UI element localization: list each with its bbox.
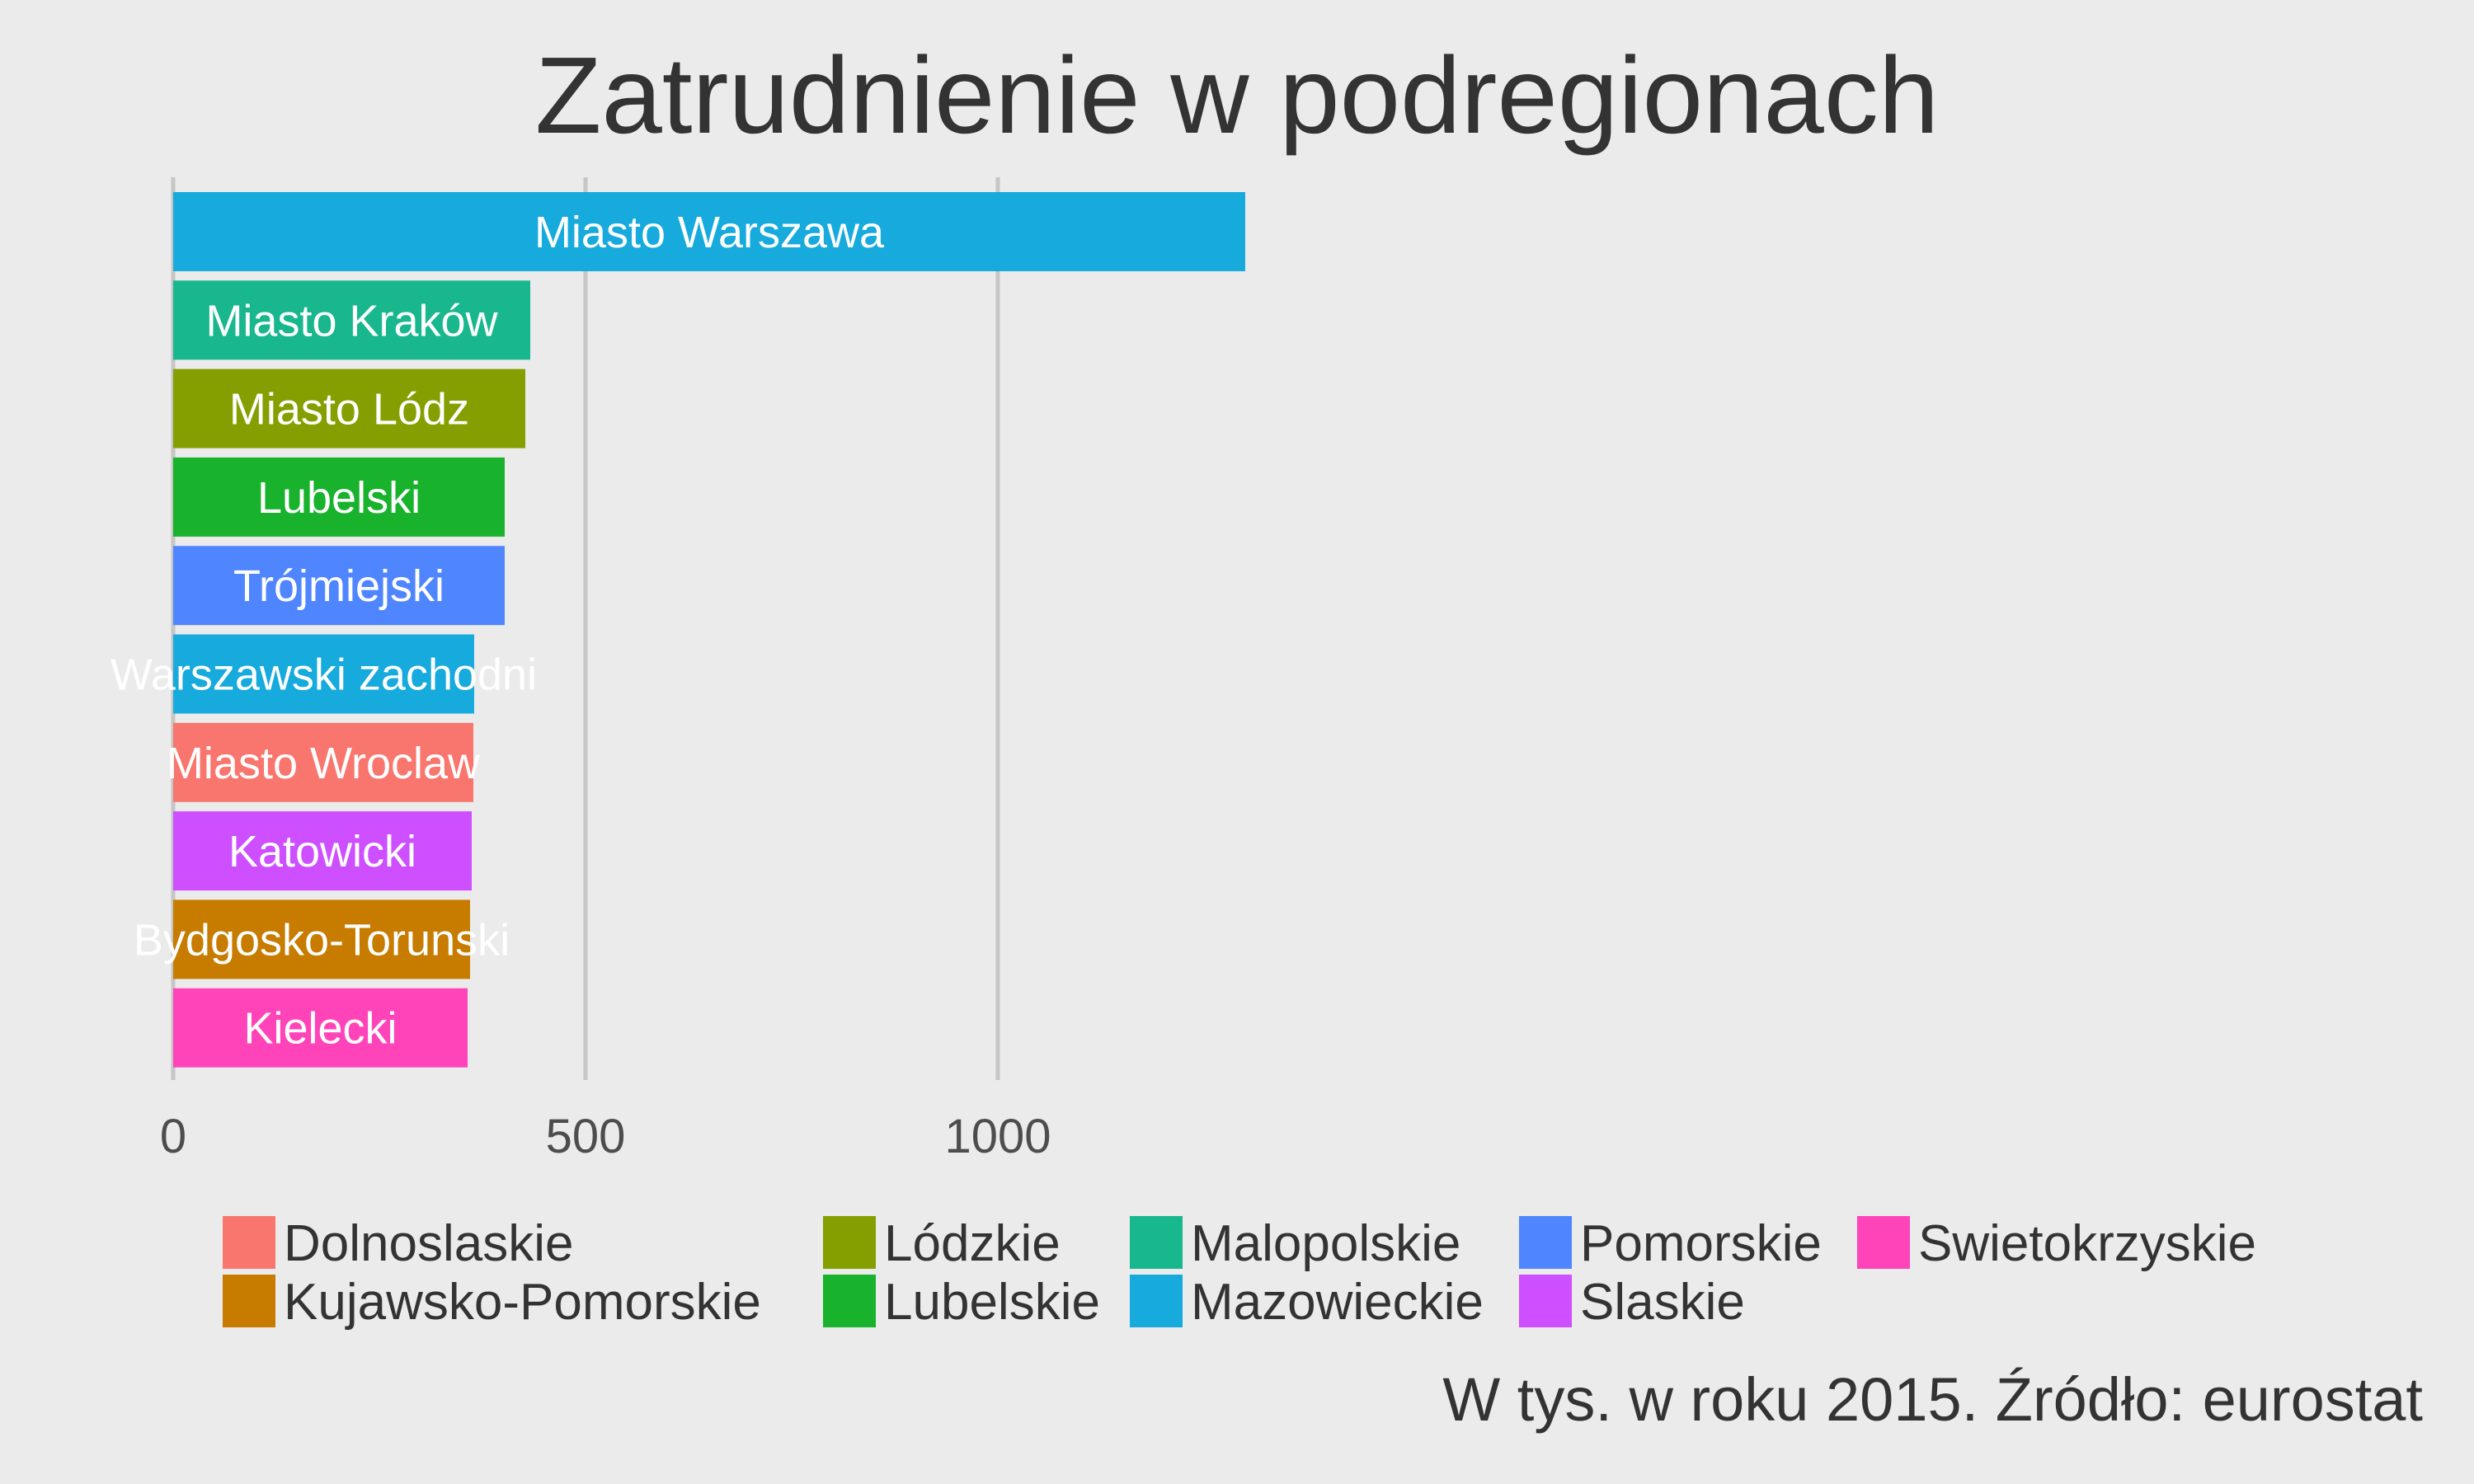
legend-swatch [823, 1275, 876, 1327]
bar-label: Katowicki [228, 827, 416, 876]
legend-label: Lódzkie [884, 1215, 1061, 1272]
legend-swatch [1130, 1216, 1183, 1269]
legend-label: Mazowieckie [1191, 1274, 1484, 1331]
bar-label: Warszawski zachodni [111, 650, 537, 700]
bar-label: Miasto Lódz [229, 385, 469, 434]
bar-label: Miasto Kraków [205, 296, 498, 345]
bar [173, 634, 474, 714]
legend-label: Pomorskie [1580, 1215, 1822, 1272]
bar-label: Lubelski [257, 473, 421, 523]
legend-swatch [823, 1216, 876, 1269]
legend-swatch [223, 1216, 275, 1269]
x-tick-label: 1000 [944, 1110, 1051, 1163]
bar [173, 280, 530, 360]
bar [173, 899, 470, 979]
bar-label: Bydgosko-Torunski [134, 915, 510, 965]
legend-label: Lubelskie [884, 1274, 1100, 1331]
bar [173, 722, 473, 802]
bar [173, 811, 472, 891]
legend-label: Slaskie [1580, 1274, 1745, 1331]
bar [173, 988, 468, 1068]
chart-caption: W tys. w roku 2015. Źródło: eurostat [1442, 1365, 2423, 1434]
bar-label: Trójmiejski [233, 561, 444, 611]
legend-swatch [223, 1275, 275, 1327]
bar [173, 369, 525, 448]
bar-label: Miasto Warszawa [534, 208, 885, 257]
legend-label: Malopolskie [1191, 1215, 1460, 1272]
bar [173, 546, 505, 626]
bar [173, 457, 505, 537]
legend-label: Kujawsko-Pomorskie [284, 1274, 761, 1331]
x-tick-label: 0 [160, 1110, 186, 1163]
bar-label: Miasto Wroclaw [167, 739, 481, 788]
legend-label: Swietokrzyskie [1918, 1215, 2256, 1272]
bar-label: Kielecki [243, 1004, 397, 1054]
legend-swatch [1130, 1275, 1183, 1327]
legend-label: Dolnoslaskie [284, 1215, 574, 1272]
x-tick-label: 500 [546, 1110, 626, 1163]
bar [173, 192, 1245, 271]
legend-swatch [1857, 1216, 1910, 1269]
chart-title: Zatrudnienie w podregionach [534, 35, 1940, 156]
x-axis-ticks: 0 500 1000 [160, 1110, 1051, 1163]
legend-swatch [1519, 1275, 1572, 1327]
legend-swatch [1519, 1216, 1572, 1269]
bars: Miasto Warszawa Miasto Kraków Miasto Lódz L… [111, 192, 1245, 1068]
